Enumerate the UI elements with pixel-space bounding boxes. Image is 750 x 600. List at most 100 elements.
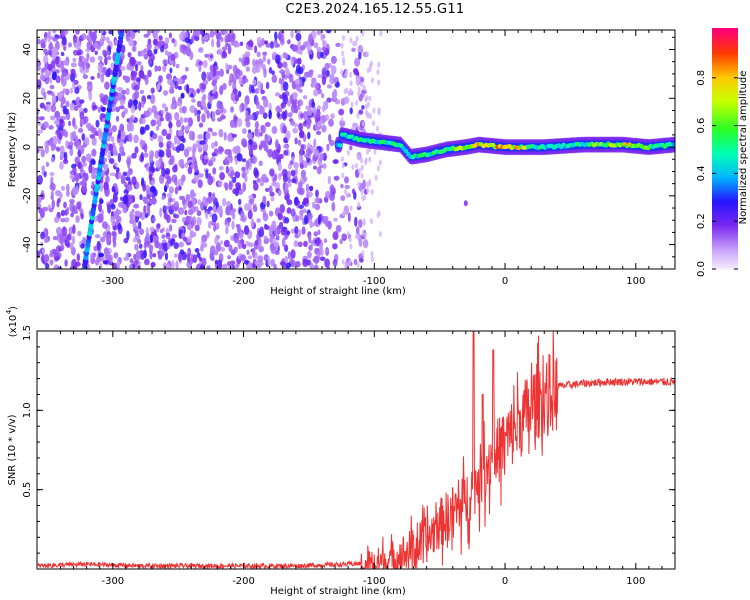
- top-x-tick-label: -200: [232, 276, 255, 287]
- colorbar-cell: [712, 216, 738, 220]
- colorbar-cell: [712, 136, 738, 140]
- colorbar-cell: [712, 162, 738, 166]
- colorbar-cell: [712, 214, 738, 218]
- colorbar-cell: [712, 267, 738, 270]
- colorbar-cell: [712, 104, 738, 107]
- colorbar-cell: [712, 122, 738, 125]
- carrier-ridge: [299, 126, 675, 207]
- y-scale-note: (x10: [8, 315, 19, 338]
- colorbar-cell: [712, 112, 738, 115]
- colorbar-cell: [712, 198, 738, 202]
- colorbar-tick-label: 0.6: [696, 118, 707, 134]
- diagonal-streak: [81, 30, 125, 269]
- colorbar-cell: [712, 160, 738, 164]
- snr-plot: -300 -200 -100 0 100 0.5 1.0 1.5 Height of strai…: [5, 306, 676, 597]
- colorbar-cell: [712, 242, 738, 246]
- colorbar-cell: [712, 250, 738, 254]
- colorbar-cell: [712, 164, 738, 168]
- colorbar-tick-label: 0.2: [696, 213, 707, 229]
- colorbar-cell: [712, 76, 738, 79]
- colorbar-cell: [712, 94, 738, 97]
- top-y-tick-label: 20: [22, 92, 33, 105]
- top-y-tick-label: -20: [22, 188, 33, 204]
- colorbar-cell: [712, 240, 738, 244]
- bottom-x-tick-label: -300: [101, 576, 124, 587]
- colorbar-cell: [712, 146, 738, 150]
- colorbar-cell: [712, 148, 738, 152]
- colorbar-cell: [712, 202, 738, 206]
- colorbar-cell: [712, 178, 738, 182]
- colorbar-cell: [712, 100, 738, 103]
- top-x-tick-label: 0: [502, 276, 508, 287]
- bottom-x-tick-label: 100: [626, 576, 645, 587]
- colorbar-cell: [712, 48, 738, 51]
- colorbar-cell: [712, 256, 738, 260]
- colorbar-cell: [712, 30, 738, 33]
- top-x-tick-label: 100: [626, 276, 645, 287]
- top-plot-frame: [36, 29, 676, 270]
- top-x-tick-label: -300: [101, 276, 124, 287]
- colorbar-cell: [712, 34, 738, 37]
- colorbar-cell: [712, 142, 738, 146]
- bottom-x-tick-label: 0: [502, 576, 508, 587]
- colorbar-cell: [712, 96, 738, 99]
- colorbar-cell: [712, 92, 738, 95]
- colorbar-cell: [712, 40, 738, 43]
- colorbar-cell: [712, 192, 738, 196]
- colorbar-cell: [712, 206, 738, 210]
- colorbar-cell: [712, 42, 738, 45]
- bottom-plot-frame: [36, 330, 676, 570]
- bottom-y-tick-label: 1.0: [22, 402, 33, 418]
- colorbar-cell: [712, 144, 738, 148]
- y-scale-exponent: 4: [5, 309, 13, 314]
- top-y-axis-label: Frequency (Hz): [7, 112, 18, 188]
- snr-series-line: [37, 331, 675, 569]
- top-x-tick-label: -100: [363, 276, 386, 287]
- colorbar-cell: [712, 32, 738, 35]
- colorbar-cell: [712, 170, 738, 174]
- colorbar-cell: [712, 74, 738, 77]
- colorbar-cell: [712, 88, 738, 91]
- figure-title: C2E3.2024.165.12.55.G11: [285, 2, 465, 17]
- top-y-tick-label: 40: [22, 43, 33, 56]
- colorbar-cell: [712, 102, 738, 105]
- colorbar-label: Normalized spectral amplitude: [738, 71, 749, 225]
- colorbar-cell: [712, 194, 738, 198]
- colorbar-cell: [712, 184, 738, 188]
- colorbar-cell: [712, 78, 738, 81]
- colorbar-cell: [712, 50, 738, 53]
- colorbar-cell: [712, 114, 738, 117]
- colorbar-cell: [712, 210, 738, 214]
- colorbar-tick-label: 0.4: [696, 165, 707, 181]
- colorbar-cell: [712, 258, 738, 262]
- colorbar-cell: [712, 236, 738, 240]
- colorbar-cell: [712, 182, 738, 186]
- top-y-tick-label: -40: [22, 236, 33, 252]
- colorbar-cell: [712, 224, 738, 228]
- colorbar-cell: [712, 156, 738, 160]
- colorbar-cell: [712, 254, 738, 258]
- colorbar-cell: [712, 138, 738, 142]
- colorbar-cell: [712, 212, 738, 216]
- colorbar-cell: [712, 260, 738, 264]
- colorbar-cell: [712, 180, 738, 184]
- colorbar-cell: [712, 70, 738, 73]
- colorbar-cell: [712, 126, 738, 130]
- bottom-y-tick-label: 0.5: [22, 482, 33, 498]
- colorbar-cell: [712, 265, 738, 268]
- bottom-y-tick-label: 1.5: [22, 325, 33, 341]
- colorbar-cell: [712, 222, 738, 226]
- colorbar-cell: [712, 66, 738, 69]
- colorbar-tick-label: 0.8: [696, 70, 707, 86]
- colorbar-cell: [712, 238, 738, 242]
- colorbar: 0.0 0.2 0.4 0.6 0.8 Normalized spectral ampli…: [696, 28, 749, 277]
- top-x-axis-label: Height of straight line (km): [270, 286, 406, 297]
- colorbar-cell: [712, 80, 738, 83]
- colorbar-cell: [712, 106, 738, 109]
- colorbar-cell: [712, 166, 738, 170]
- colorbar-cell: [712, 188, 738, 192]
- top-y-tick-label: 0: [22, 144, 33, 150]
- colorbar-cell: [712, 62, 738, 65]
